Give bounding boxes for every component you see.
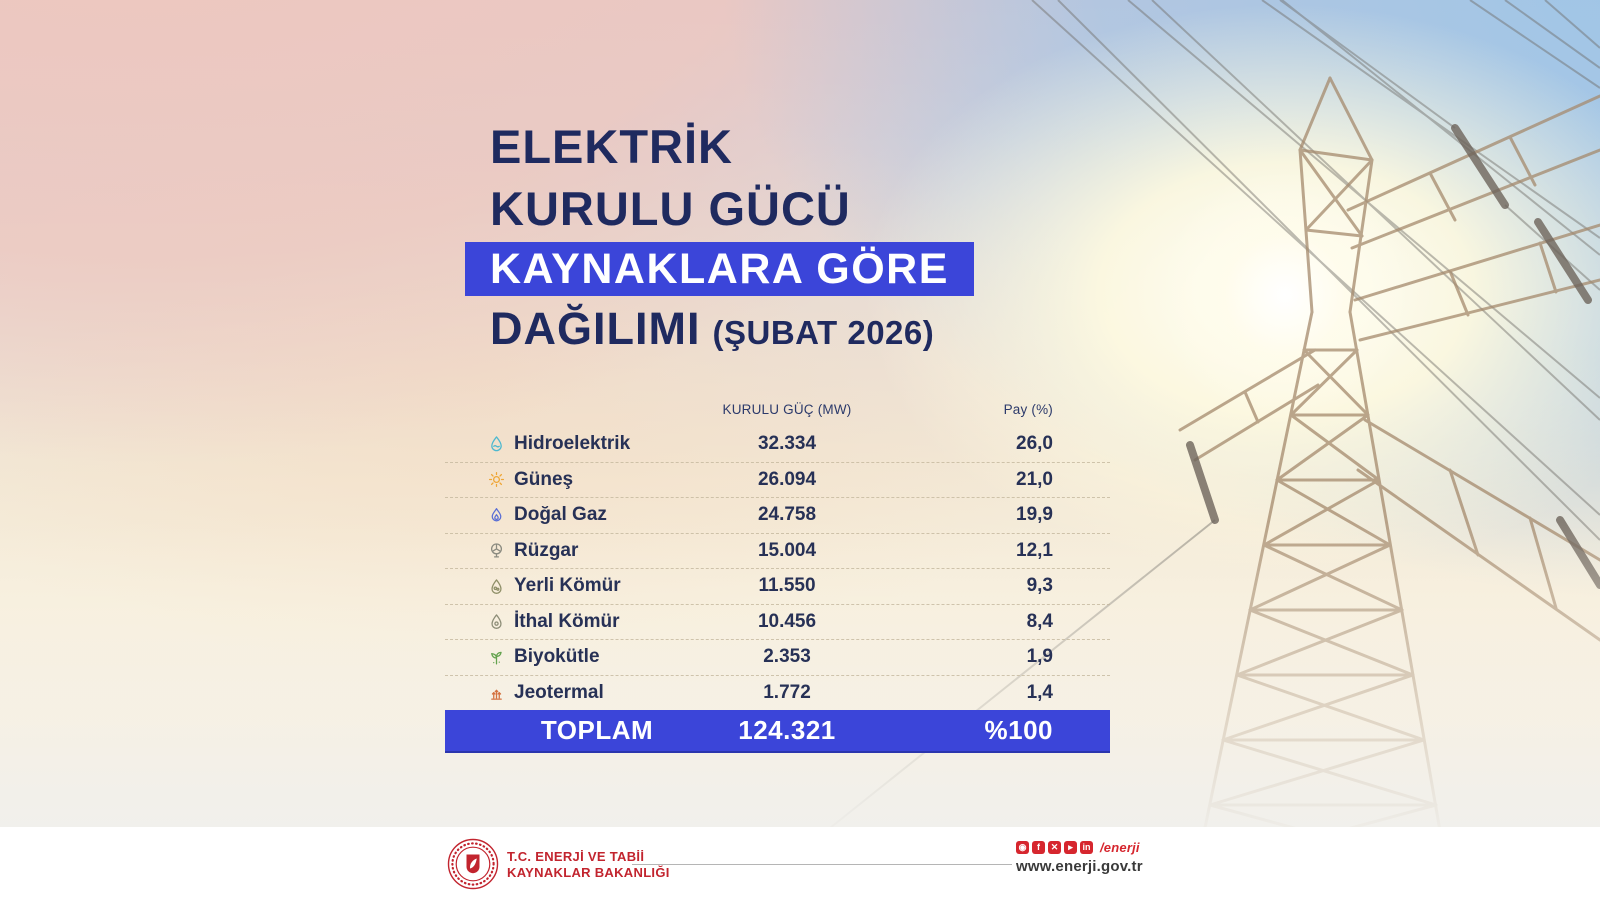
total-row: TOPLAM 124.321 %100: [445, 710, 1110, 753]
share-cell: 19,9: [1016, 504, 1053, 526]
page-title: ELEKTRİK KURULU GÜCÜ KAYNAKLARA GÖRE DAĞ…: [465, 116, 974, 359]
source-cell: Biyokütle: [487, 646, 707, 668]
ministry-name: T.C. ENERJİ VE TABİİ KAYNAKLAR BAKANLIĞI: [507, 849, 670, 880]
share-cell: 26,0: [1016, 432, 1053, 454]
linkedin-icon: in: [1080, 841, 1093, 854]
wind-turbine-icon: [487, 542, 505, 560]
source-cell: Hidroelektrik: [487, 433, 707, 455]
ministry-logo: [447, 838, 499, 890]
total-label: TOPLAM: [540, 715, 654, 745]
social-icons-row: ◉ f ✕ ▸ in /enerji: [1016, 840, 1143, 855]
ministry-name-line-2: KAYNAKLAR BAKANLIĞI: [507, 864, 670, 880]
instagram-icon: ◉: [1016, 841, 1029, 854]
x-twitter-icon: ✕: [1048, 841, 1061, 854]
source-label: İthal Kömür: [514, 610, 620, 632]
capacity-cell: 24.758: [757, 504, 817, 526]
share-cell: 1,9: [1026, 646, 1053, 668]
source-label: Güneş: [514, 468, 574, 490]
header-share: Pay (%): [1003, 402, 1053, 417]
total-share: %100: [984, 715, 1053, 745]
table-row: İthal Kömür 10.456 8,4: [445, 603, 1110, 640]
capacity-cell: 26.094: [757, 468, 817, 490]
source-cell: Yerli Kömür: [487, 575, 707, 597]
title-line-2: KURULU GÜCÜ: [490, 182, 851, 235]
ministry-name-line-1: T.C. ENERJİ VE TABİİ: [507, 849, 645, 864]
table-row: Jeotermal 1.772 1,4: [445, 674, 1110, 711]
biomass-plant-icon: [487, 648, 505, 666]
capacity-cell: 2.353: [763, 646, 811, 668]
youtube-icon: ▸: [1064, 841, 1077, 854]
domestic-coal-icon: [487, 577, 505, 595]
source-cell: Doğal Gaz: [487, 504, 707, 526]
title-date: (ŞUBAT 2026): [712, 314, 935, 351]
table-row: Yerli Kömür 11.550 9,3: [445, 568, 1110, 604]
capacity-table: KURULU GÜÇ (MW) Pay (%) Hidroelektrik 32…: [445, 393, 1110, 753]
capacity-cell: 1.772: [763, 681, 811, 703]
capacity-cell: 10.456: [757, 610, 817, 632]
share-cell: 9,3: [1026, 575, 1053, 597]
share-cell: 1,4: [1026, 681, 1053, 703]
table-row: Biyokütle 2.353 1,9: [445, 639, 1110, 675]
table-header-row: KURULU GÜÇ (MW) Pay (%): [445, 393, 1110, 426]
source-label: Jeotermal: [514, 681, 604, 703]
footer-bar: T.C. ENERJİ VE TABİİ KAYNAKLAR BAKANLIĞI…: [0, 827, 1600, 900]
source-label: Biyokütle: [514, 646, 600, 668]
share-cell: 8,4: [1026, 610, 1053, 632]
header-capacity: KURULU GÜÇ (MW): [722, 402, 852, 417]
source-label: Rüzgar: [514, 539, 579, 561]
table-row: Doğal Gaz 24.758 19,9: [445, 497, 1110, 533]
source-cell: İthal Kömür: [487, 611, 707, 633]
social-handle: /enerji: [1100, 840, 1140, 855]
sun-icon: [487, 471, 505, 489]
footer-divider: [632, 864, 1012, 865]
table-row: Güneş 26.094 21,0: [445, 461, 1110, 498]
title-line-4: DAĞILIMI (ŞUBAT 2026): [490, 303, 974, 359]
capacity-cell: 15.004: [757, 539, 817, 561]
share-cell: 12,1: [1016, 539, 1053, 561]
title-line-4-main: DAĞILIMI: [490, 303, 701, 354]
geothermal-icon: [487, 684, 505, 702]
table-row: Rüzgar 15.004 12,1: [445, 532, 1110, 569]
source-label: Hidroelektrik: [514, 432, 631, 454]
source-label: Doğal Gaz: [514, 504, 607, 526]
source-cell: Jeotermal: [487, 682, 707, 704]
source-label: Yerli Kömür: [514, 575, 621, 597]
title-line-1: ELEKTRİK: [490, 120, 733, 173]
facebook-icon: f: [1032, 841, 1045, 854]
source-cell: Rüzgar: [487, 540, 707, 562]
capacity-cell: 11.550: [758, 575, 816, 597]
title-highlight: KAYNAKLARA GÖRE: [465, 242, 974, 296]
hydro-drop-icon: [487, 435, 505, 453]
total-capacity: 124.321: [738, 715, 836, 745]
share-cell: 21,0: [1016, 468, 1053, 490]
website-url: www.enerji.gov.tr: [1016, 858, 1143, 875]
gas-flame-icon: [487, 506, 505, 524]
source-cell: Güneş: [487, 469, 707, 491]
table-row: Hidroelektrik 32.334 26,0: [445, 426, 1110, 462]
capacity-cell: 32.334: [757, 432, 817, 454]
imported-coal-icon: [487, 613, 505, 631]
social-block: ◉ f ✕ ▸ in /enerji www.enerji.gov.tr: [1016, 840, 1143, 875]
